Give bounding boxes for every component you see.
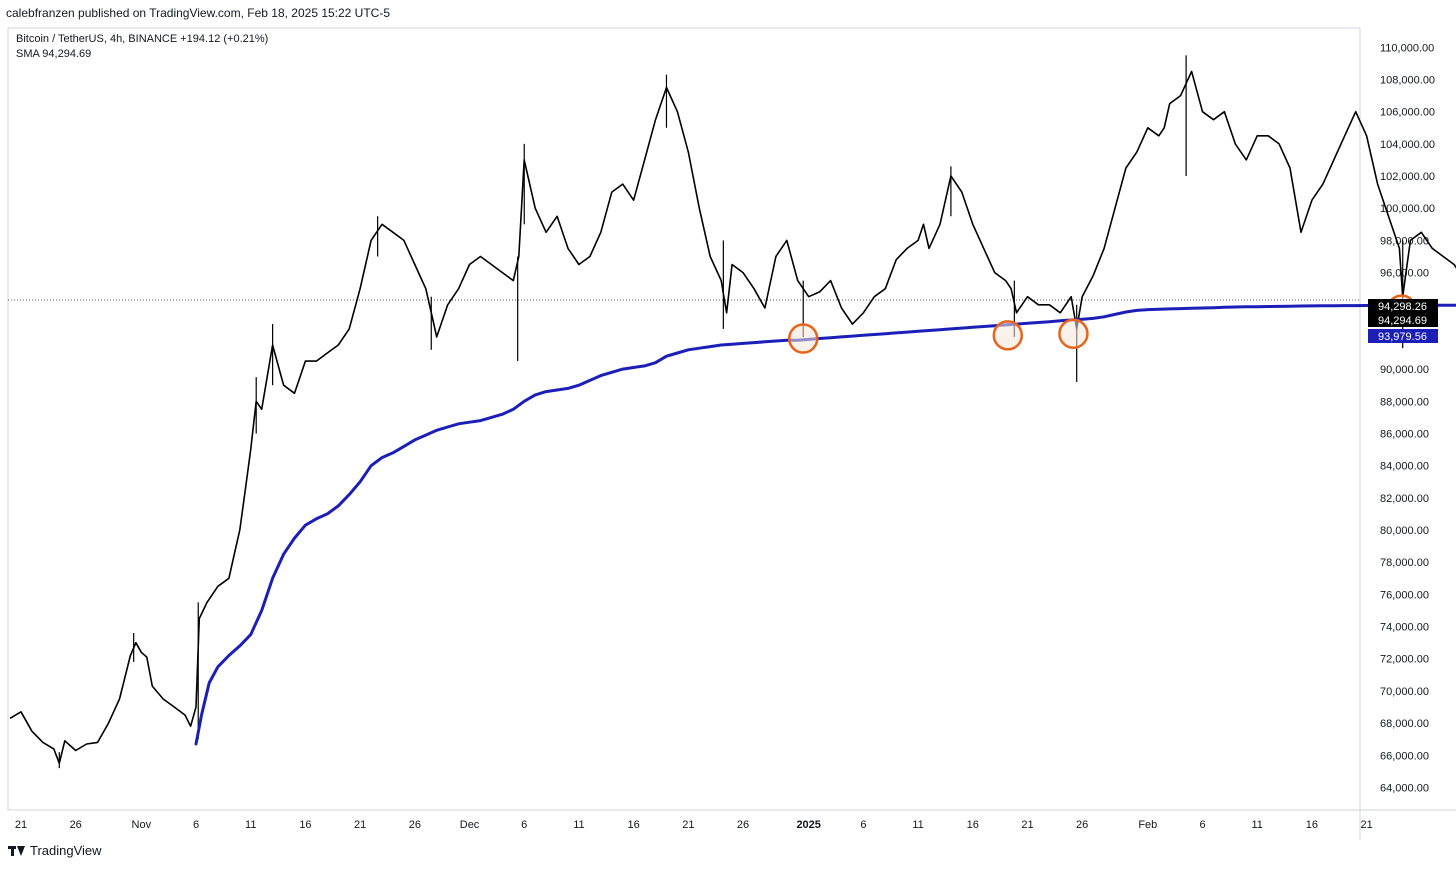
price-tag: 93,979.56: [1368, 329, 1438, 343]
y-tick-label: 96,000.00: [1380, 268, 1429, 280]
price-tag-box: [1368, 329, 1438, 343]
x-tick-label: 2025: [796, 819, 820, 831]
y-tick-label: 68,000.00: [1380, 718, 1429, 730]
x-tick-label: 16: [299, 819, 311, 831]
x-tick-label: Nov: [132, 819, 152, 831]
y-tick-label: 90,000.00: [1380, 364, 1429, 376]
x-tick-label: 26: [409, 819, 421, 831]
price-tag: 94,298.26: [1368, 299, 1438, 313]
x-tick-label: 6: [860, 819, 866, 831]
y-tick-label: 66,000.00: [1380, 750, 1429, 762]
sma-series-line: [194, 303, 1456, 746]
publish-header: calebfranzen published on TradingView.co…: [6, 6, 391, 20]
support-touch-circle: [787, 323, 819, 354]
x-tick-label: 6: [521, 819, 527, 831]
price-tag: 94,294.69: [1368, 313, 1438, 327]
y-tick-label: 88,000.00: [1380, 396, 1429, 408]
support-touch-circle: [992, 320, 1024, 351]
y-tick-label: 74,000.00: [1380, 622, 1429, 634]
x-tick-label: 16: [1306, 819, 1318, 831]
y-tick-label: 72,000.00: [1380, 654, 1429, 666]
x-tick-label: 26: [737, 819, 749, 831]
tradingview-logo-icon: [8, 845, 26, 857]
price-tag-box: [1368, 299, 1438, 313]
x-tick-label: 6: [193, 819, 199, 831]
x-tick-label: 16: [628, 819, 640, 831]
x-tick-label: 11: [245, 819, 256, 831]
y-tick-label: 100,000.00: [1380, 203, 1435, 215]
y-tick-label: 110,000.00: [1380, 42, 1434, 54]
support-touch-circle: [1058, 318, 1089, 349]
x-tick-label: Feb: [1138, 819, 1157, 831]
price-tag-label: 94,298.26: [1378, 301, 1427, 313]
chart-legend: Bitcoin / TetherUS, 4h, BINANCE +194.12 …: [16, 32, 268, 62]
x-tick-label: 21: [1021, 819, 1033, 831]
symbol-legend: Bitcoin / TetherUS, 4h, BINANCE +194.12 …: [16, 33, 269, 45]
x-tick-label: 26: [70, 819, 82, 831]
y-tick-label: 70,000.00: [1380, 686, 1429, 698]
y-tick-label: 64,000.00: [1380, 782, 1429, 794]
y-tick-label: 84,000.00: [1380, 461, 1429, 473]
x-tick-label: 11: [573, 819, 584, 831]
x-tick-label: Dec: [460, 819, 480, 831]
x-tick-label: 6: [1199, 819, 1205, 831]
y-tick-label: 78,000.00: [1380, 557, 1429, 569]
x-tick-label: 21: [682, 819, 694, 831]
price-tag-label: 93,979.56: [1378, 331, 1427, 343]
y-tick-label: 86,000.00: [1380, 428, 1429, 440]
y-tick-label: 102,000.00: [1380, 171, 1435, 183]
sma-legend: SMA 94,294.69: [16, 48, 92, 60]
x-tick-label: 26: [1076, 819, 1088, 831]
y-tick-label: 76,000.00: [1380, 589, 1429, 601]
price-series-line: [9, 70, 1456, 765]
x-tick-label: 11: [1252, 819, 1263, 831]
price-tag-box: [1368, 313, 1438, 327]
y-tick-label: 106,000.00: [1380, 107, 1435, 119]
footer-brand[interactable]: TradingView: [8, 843, 102, 858]
y-tick-label: 108,000.00: [1380, 74, 1435, 86]
plot-frame: [7, 27, 1361, 811]
price-tag-label: 94,294.69: [1378, 315, 1427, 327]
x-tick-label: 21: [354, 819, 366, 831]
y-tick-label: 80,000.00: [1380, 525, 1429, 537]
y-tick-label: 82,000.00: [1380, 493, 1429, 505]
y-tick-label: 104,000.00: [1380, 139, 1435, 151]
tradingview-brand-text: TradingView: [30, 843, 102, 858]
x-tick-label: 21: [15, 819, 27, 831]
y-tick-label: 98,000.00: [1380, 235, 1429, 247]
x-tick-label: 16: [967, 819, 979, 831]
x-tick-label: 21: [1360, 819, 1372, 831]
x-tick-label: 11: [912, 819, 923, 831]
